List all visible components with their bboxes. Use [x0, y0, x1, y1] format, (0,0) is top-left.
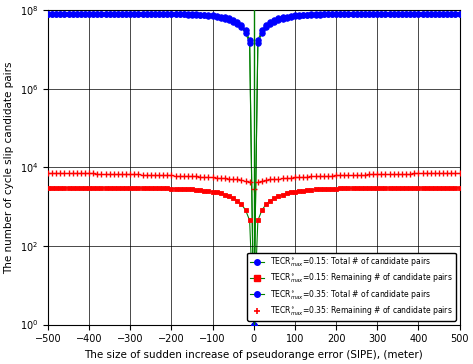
Legend: TECR$^{\circ}_{max}$=0.15: Total # of candidate pairs, TECR$^{\circ}_{max}$=0.15: TECR$^{\circ}_{max}$=0.15: Total # of ca…: [247, 253, 456, 321]
X-axis label: The size of sudden increase of pseudorange error (SIPE), (meter): The size of sudden increase of pseudoran…: [84, 350, 423, 360]
Y-axis label: The number of cycle slip candidate pairs: The number of cycle slip candidate pairs: [4, 61, 14, 274]
